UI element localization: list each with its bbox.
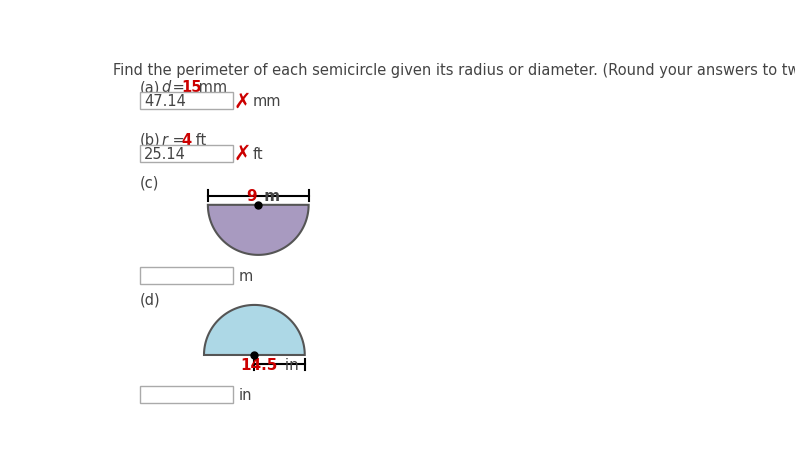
- Text: (a): (a): [140, 80, 160, 95]
- Text: in: in: [281, 357, 299, 372]
- Text: mm: mm: [194, 80, 227, 95]
- Text: mm: mm: [253, 94, 281, 109]
- Text: in: in: [238, 387, 252, 402]
- Text: (d): (d): [140, 292, 161, 307]
- Text: ft: ft: [191, 132, 206, 147]
- Text: m: m: [238, 269, 253, 283]
- Text: 25.14: 25.14: [145, 146, 186, 162]
- Bar: [140, 268, 233, 285]
- Text: Find the perimeter of each semicircle given its radius or diameter. (Round your : Find the perimeter of each semicircle gi…: [114, 63, 795, 78]
- Text: ✗: ✗: [234, 144, 251, 164]
- Polygon shape: [207, 206, 308, 255]
- Text: =: =: [169, 132, 190, 147]
- Text: (c): (c): [140, 175, 159, 190]
- Text: 15: 15: [181, 80, 202, 95]
- Text: m: m: [259, 189, 280, 204]
- Bar: [140, 93, 233, 110]
- Text: 9: 9: [246, 189, 257, 204]
- Bar: [140, 145, 233, 163]
- Text: d: d: [161, 80, 171, 95]
- Text: 14.5: 14.5: [241, 357, 278, 372]
- Polygon shape: [204, 305, 304, 355]
- Bar: [140, 386, 233, 403]
- Text: 4: 4: [181, 132, 192, 147]
- Text: r: r: [161, 132, 168, 147]
- Text: =: =: [169, 80, 190, 95]
- Text: (b): (b): [140, 132, 161, 147]
- Text: 47.14: 47.14: [145, 94, 186, 109]
- Text: ✗: ✗: [234, 92, 251, 112]
- Text: ft: ft: [253, 146, 263, 162]
